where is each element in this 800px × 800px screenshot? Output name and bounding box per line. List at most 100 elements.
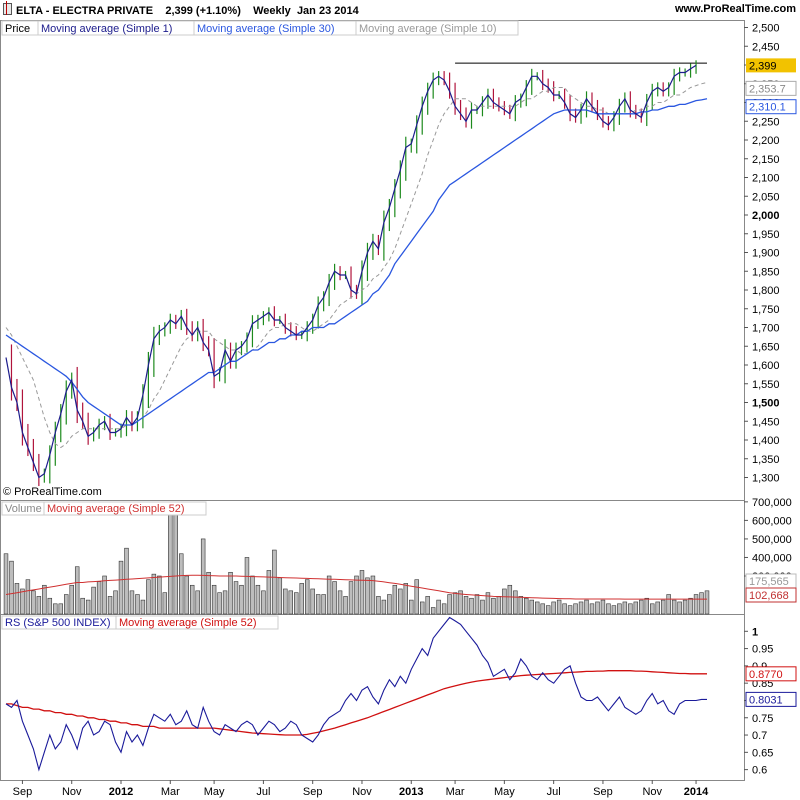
volume-bar [430,607,436,615]
volume-bar [151,573,157,615]
volume-bar [222,590,228,615]
volume-bar [535,601,540,615]
price-y-tick-label: 1,550 [752,379,780,391]
volume-bar [102,575,107,615]
x-tick-label: 2014 [684,786,709,798]
volume-bar [310,588,315,615]
volume-bar [650,603,655,615]
volume-bar [173,505,178,615]
price-y-tick-label: 2,500 [752,23,780,35]
price-y-tick-label: 1,300 [752,473,780,485]
volume-bar [283,588,288,615]
instrument-name: ELTA - ELECTRA PRIVATE [16,5,154,17]
volume-bar [425,596,430,615]
volume-bar [113,590,118,615]
chart-title: ELTA - ELECTRA PRIVATE 2,399 (+1.10%) We… [3,1,359,17]
volume-legend-item: Volume [5,503,42,515]
volume-bar [277,577,283,615]
site-url[interactable]: www.ProRealTime.com [674,3,796,15]
candle-icon [3,1,12,15]
volume-legend-item: Moving average (Simple 52) [47,503,185,515]
volume-bar [20,588,25,615]
price-legend-item: Moving average (Simple 1) [41,23,172,35]
volume-bar [387,594,392,615]
volume-bar [107,596,113,615]
volume-bar [447,594,452,615]
volume-bar [409,599,414,615]
price-y-tick-label: 1,600 [752,360,780,372]
volume-bar [250,575,255,615]
volume-bar [655,601,660,615]
volume-bar [288,590,293,615]
volume-bar [370,575,376,615]
volume-bar [3,553,9,615]
price-y-tick-label: 1,350 [752,454,780,466]
x-tick-label: Sep [593,786,613,798]
volume-bar [135,594,140,615]
volume-bar [551,601,556,615]
volume-ma-last-tag: 175,565 [749,576,789,588]
volume-bar [491,597,496,615]
rs-legend-box [115,615,279,630]
volume-bar [304,579,310,615]
volume-bar [91,586,96,615]
volume-bar [644,597,649,615]
volume-bar [458,590,463,615]
price-legend-item: Price [5,23,30,35]
volume-bar [403,583,409,615]
rs-legend-item: RS (S&P 500 INDEX) [5,617,111,629]
volume-bar [660,599,666,615]
volume-bar [502,588,507,615]
date: Jan 23 2014 [296,5,359,17]
volume-bar [58,603,63,615]
volume-bar [189,584,195,615]
volume-bar [507,584,513,615]
rs-y-tick-label: 1 [752,626,758,638]
volume-bar [140,599,146,615]
copyright: © ProRealTime.com [3,486,102,498]
volume-bar [80,597,85,615]
volume-bar [47,597,53,615]
rs-ma-last-tag: 0.8770 [749,669,783,681]
volume-bar [348,581,354,615]
volume-bar [233,581,239,615]
volume-bar [343,596,348,615]
volume-bar [518,596,524,615]
price-line [5,64,697,479]
volume-bar [255,584,261,615]
volume-bar [31,590,36,615]
volume-bar [179,553,184,615]
x-tick-label: Mar [161,786,180,798]
volume-bar [474,594,480,615]
volume-bar [294,592,299,615]
volume-bar [146,579,151,615]
x-tick-label: Jul [547,786,561,798]
price-y-tick-label: 2,150 [752,154,780,166]
volume-bar [14,583,20,615]
volume-bar [96,581,102,615]
volume-bar [441,603,447,615]
ma30-last-tag-box [745,99,797,115]
volume-bar [376,596,381,615]
rs-panel-frame [0,614,745,781]
price-legend-box [355,20,519,36]
price-y-tick-label: 2,200 [752,135,780,147]
volume-bar [666,594,671,615]
x-tick-label: May [494,786,515,798]
volume-bar [436,599,441,615]
x-tick-label: May [204,786,225,798]
volume-bar [513,590,518,615]
price-y-tick-label: 1,800 [752,285,780,297]
volume-bar [480,599,485,615]
volume-bar [611,605,617,615]
price-y-tick-label: 1,850 [752,266,780,278]
volume-bar [200,538,206,615]
volume-y-tick-label: 500,000 [752,534,792,546]
volume-bar [157,575,162,615]
volume-bar [485,592,491,615]
volume-bar [332,581,337,615]
volume-bar [693,594,699,615]
x-tick-label: 2012 [109,786,133,798]
x-tick-label: Nov [62,786,82,798]
